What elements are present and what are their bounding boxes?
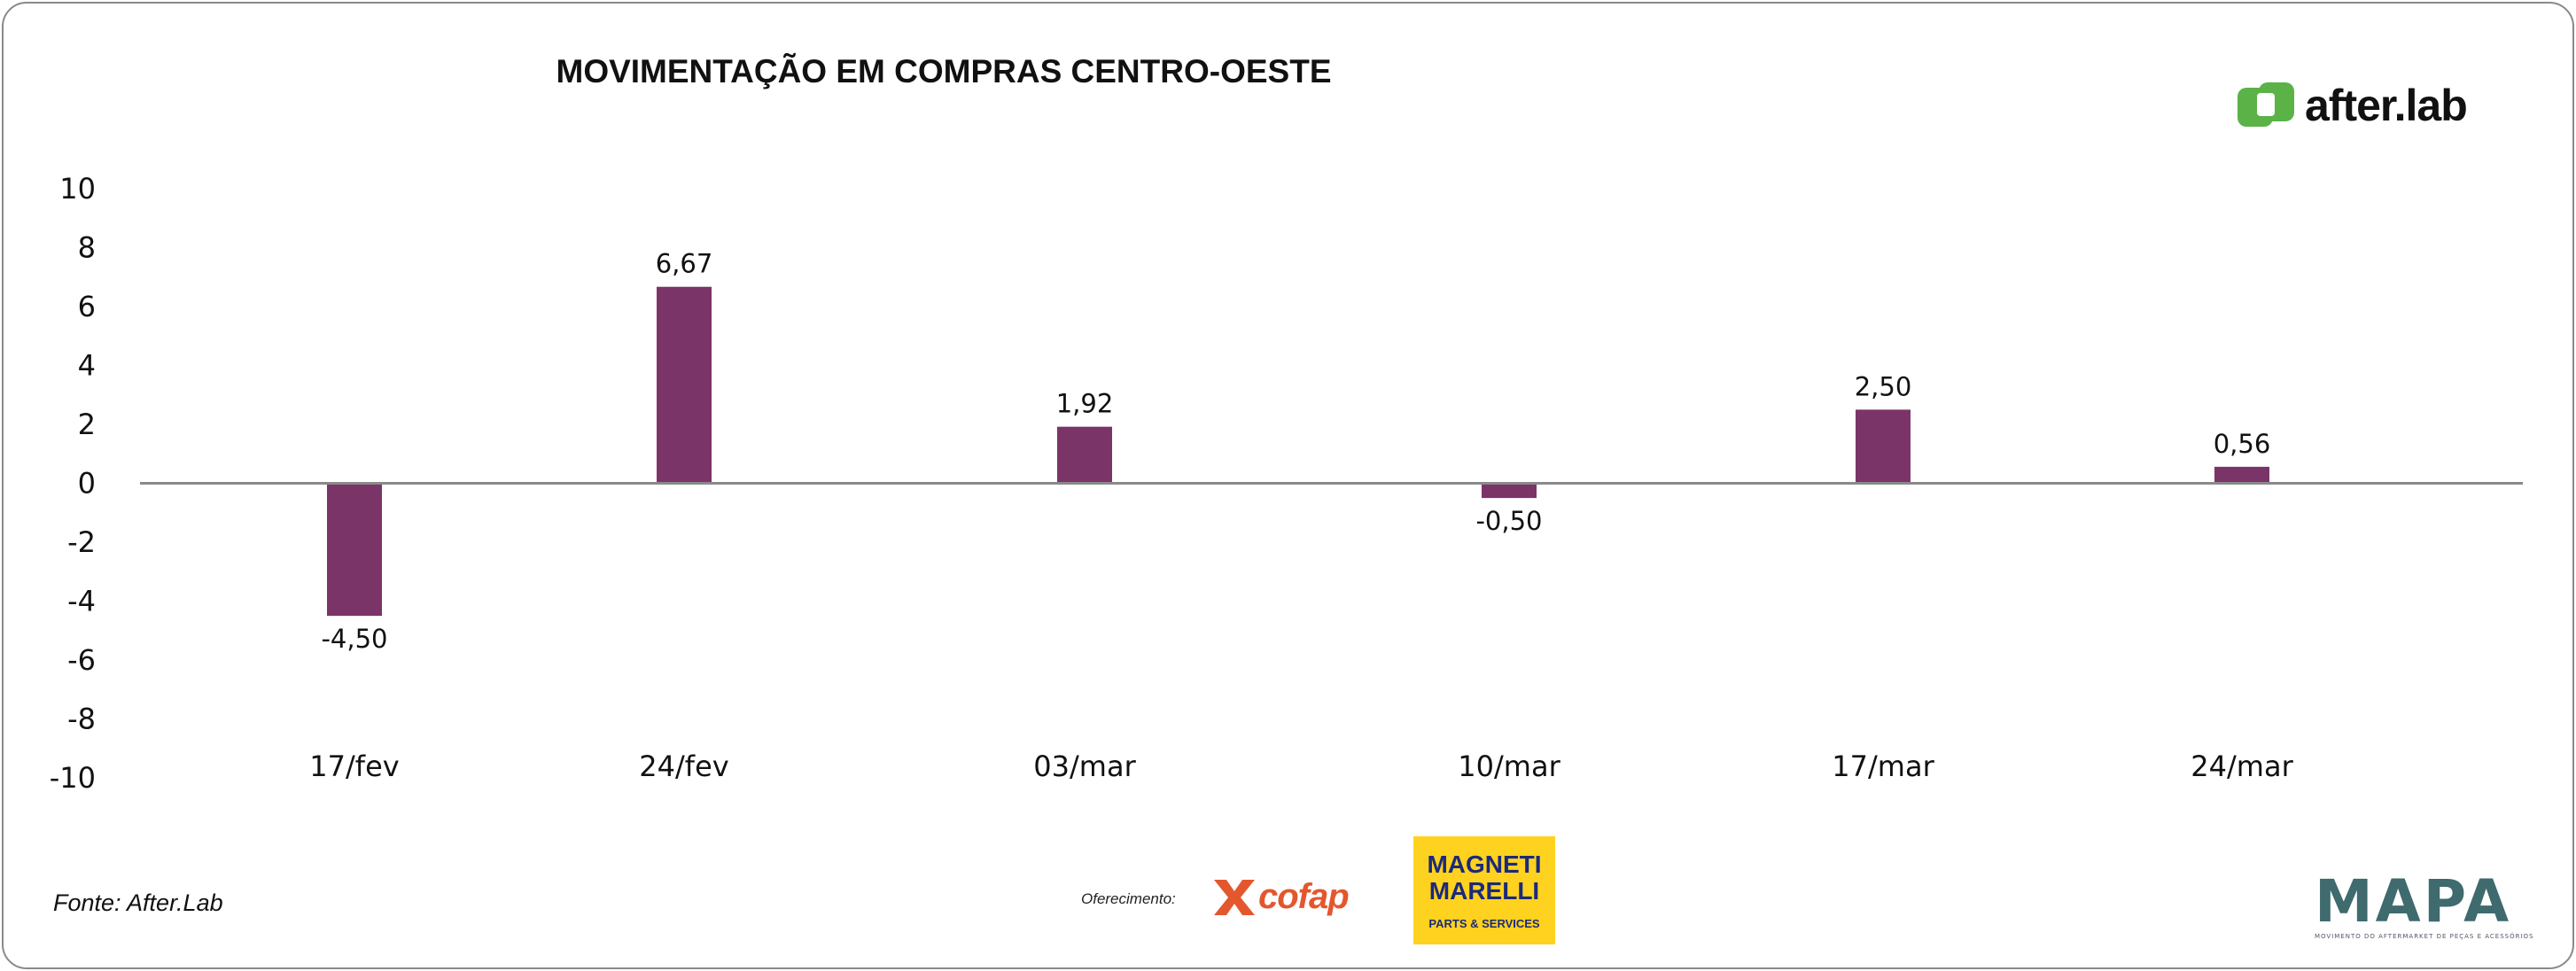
- after-lab-logo: after.lab: [2237, 80, 2468, 131]
- magneti-marelli-logo: MAGNETI MARELLI PARTS & SERVICES: [1413, 836, 1555, 944]
- y-tick-label: 4: [78, 349, 96, 383]
- y-tick-label: -6: [67, 643, 96, 677]
- y-tick-label: 8: [78, 231, 96, 265]
- bar-03/mar: [1057, 426, 1112, 484]
- cofap-x-icon: [1214, 879, 1255, 915]
- x-category-label: 17/fev: [309, 750, 399, 783]
- y-tick-label: -8: [67, 703, 96, 736]
- y-tick-label: -2: [67, 525, 96, 559]
- x-category-label: 03/mar: [1033, 750, 1136, 783]
- source-note: Fonte: After.Lab: [53, 889, 223, 916]
- magneti-marelli-line1: MAGNETI: [1427, 850, 1542, 878]
- x-category-label: 24/mar: [2191, 750, 2293, 783]
- y-tick-label: 10: [59, 172, 96, 206]
- cofap-logo: cofap: [1214, 877, 1350, 917]
- y-tick-label: 2: [78, 408, 96, 441]
- sponsor-label: Oferecimento:: [1081, 890, 1176, 907]
- chart-title: MOVIMENTAÇÃO EM COMPRAS CENTRO-OESTE: [556, 53, 1332, 89]
- y-tick-label: -10: [50, 761, 96, 795]
- after-lab-logo-icon: [2237, 82, 2294, 127]
- x-category-label: 10/mar: [1458, 750, 1560, 783]
- magneti-marelli-subtitle: PARTS & SERVICES: [1428, 916, 1540, 930]
- bar-17/fev: [327, 483, 382, 617]
- cofap-wordmark: cofap: [1258, 877, 1350, 916]
- x-category-label: 17/mar: [1832, 750, 1934, 783]
- y-tick-label: -4: [67, 585, 96, 618]
- bar-17/mar: [1856, 409, 1911, 484]
- y-tick-label: 0: [78, 467, 96, 501]
- bar-10/mar: [1482, 483, 1537, 499]
- after-lab-wordmark: after.lab: [2305, 81, 2468, 130]
- data-label: 2,50: [1855, 371, 1912, 401]
- data-label: 0,56: [2214, 429, 2271, 459]
- bar-24/fev: [657, 286, 712, 484]
- mapa-subtitle: MOVIMENTO DO AFTERMARKET DE PEÇAS E ACES…: [2315, 933, 2534, 940]
- data-label: -0,50: [1475, 506, 1542, 536]
- x-category-label: 24/fev: [639, 750, 728, 783]
- magneti-marelli-line2: MARELLI: [1428, 876, 1540, 905]
- bar-24/mar: [2214, 466, 2269, 484]
- data-label: 1,92: [1056, 389, 1114, 419]
- mapa-logo: MAPA MOVIMENTO DO AFTERMARKET DE PEÇAS E…: [2315, 867, 2534, 944]
- sponsors-area: Oferecimento: cofap MAGNETI MARELLI PART…: [1081, 833, 1577, 948]
- y-tick-label: 6: [78, 290, 96, 323]
- mapa-wordmark: MAPA: [2315, 867, 2512, 936]
- data-label: 6,67: [656, 249, 713, 279]
- data-label: -4,50: [321, 624, 387, 654]
